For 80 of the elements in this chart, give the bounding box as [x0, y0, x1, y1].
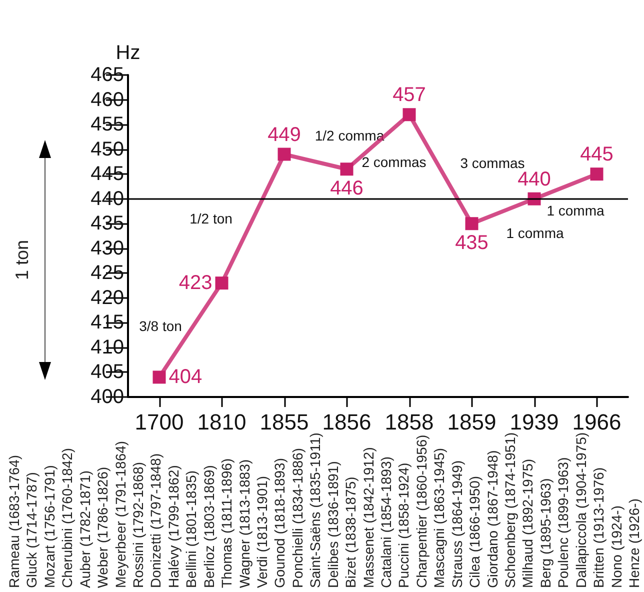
annotation: 3/8 ton [139, 318, 182, 334]
text: Auber (1782-1871) [76, 470, 93, 588]
text: Gounod (1818-1893) [272, 458, 288, 588]
text: Poulenc (1899-1963) [555, 457, 572, 588]
text: Saint-Saëns (1835-1911) [307, 432, 324, 588]
annotation: 1/2 comma [314, 128, 384, 144]
text: Weber (1786-1826) [94, 466, 111, 588]
data-label: 449 [268, 124, 301, 146]
text: Bellini (1801-1835) [183, 470, 200, 588]
text: Donizetti (1797-1848) [148, 453, 164, 588]
text: Verdi (1813-1901) [254, 476, 270, 588]
x-tick-label: 1858 [384, 410, 434, 434]
x-tick-label: 1700 [134, 410, 184, 434]
x-tick-label: 1966 [572, 410, 622, 434]
x-tick-label: 1810 [197, 410, 246, 434]
point [590, 168, 604, 181]
text: Gluck (1714-1787) [24, 472, 40, 588]
point [402, 108, 416, 122]
data-label: 446 [330, 178, 364, 200]
annotation: 1/2 ton [190, 210, 232, 227]
text: Bizet (1838-1875) [342, 476, 359, 588]
point [215, 276, 228, 290]
data-label: 435 [455, 232, 488, 254]
y-tick-label: 450 [90, 138, 124, 160]
text: Cherubini (1760-1842) [59, 448, 76, 588]
y-tick-label: 415 [90, 312, 124, 334]
text: Puccini (1858-1924) [396, 462, 412, 588]
text: Catalani (1854-1893) [378, 456, 394, 588]
y-tick-label: 405 [90, 361, 124, 384]
text: Rossini (1792-1868) [130, 462, 146, 588]
text: Cilea (1866-1950) [466, 476, 483, 588]
annotation: 1 comma [546, 202, 604, 218]
text: Berg (1895-1963) [537, 478, 554, 588]
point [465, 217, 478, 230]
text: Massenet (1842-1912) [360, 447, 376, 588]
text: Delibes (1836-1891) [324, 461, 341, 588]
annotation: 1 comma [506, 225, 564, 242]
x-tick-label: 1859 [447, 410, 496, 434]
data-label: 404 [168, 366, 202, 388]
text: Halévy (1799-1862) [165, 465, 182, 588]
text: Ponchielli (1834-1886) [289, 448, 306, 588]
y-tick-label: 440 [90, 188, 124, 210]
y-tick-label: 410 [90, 336, 124, 358]
text: Strauss (1864-1949) [448, 460, 465, 588]
x-tick-label: 1856 [322, 410, 372, 434]
y-tick-label: 435 [90, 212, 124, 235]
point [278, 148, 291, 161]
data-label: 445 [580, 144, 614, 166]
y-tick-label: 455 [90, 114, 124, 136]
y-tick-label: 400 [90, 386, 124, 408]
y-tick-label: 430 [90, 237, 124, 260]
text: Giordano (1867-1948) [484, 450, 500, 588]
text: Milhaud (1892-1975) [520, 458, 536, 588]
y-tick-label: 445 [90, 163, 124, 186]
x-tick-label: 1939 [510, 410, 559, 434]
text: Mascagni (1863-1945) [431, 448, 448, 588]
text: Wagner (1813-1883) [236, 459, 252, 588]
text: Henze (1926-) [626, 498, 642, 588]
text: Charpentier (1860-1956) [413, 434, 430, 588]
point [340, 162, 354, 176]
text: Britten (1913-1976) [590, 467, 607, 588]
annotation: 2 commas [362, 154, 426, 170]
text: Schoenberg (1874-1951) [502, 432, 518, 588]
y-tick-label: 420 [90, 286, 124, 309]
text: 1 ton [12, 240, 32, 280]
text: Dallapiccola (1904-1975) [572, 432, 589, 588]
y-tick-label: 425 [90, 262, 124, 284]
y-axis-title: Hz [116, 42, 140, 64]
text: Thomas (1811-1896) [218, 458, 235, 588]
y-tick-label: 465 [90, 64, 124, 86]
text: Berlioz (1803-1869) [200, 465, 217, 588]
y-tick-label: 460 [90, 88, 124, 111]
text: Rameau (1683-1764) [6, 454, 22, 588]
data-label: 457 [392, 84, 426, 106]
data-label: 423 [178, 272, 212, 294]
text: Nono (1924-) [608, 506, 624, 588]
text: Meyerbeer (1791-1864) [112, 440, 128, 588]
text: Mozart (1756-1791) [41, 465, 58, 588]
point [152, 370, 166, 384]
x-tick-label: 1855 [260, 410, 309, 434]
